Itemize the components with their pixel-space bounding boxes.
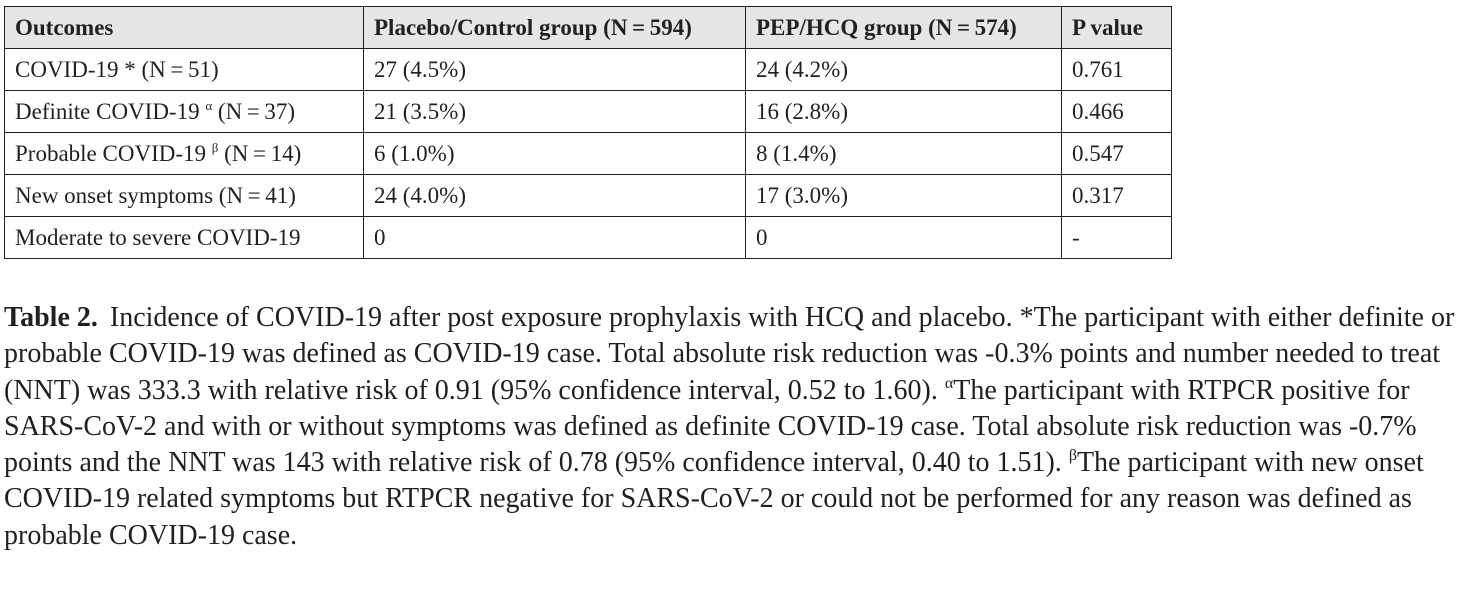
placebo-cell: 21 (3.5%): [363, 90, 746, 133]
footnote-alpha-text: The participant with RTPCR positive for …: [4, 374, 1417, 479]
outcome-label: COVID-19: [15, 57, 119, 82]
pep-cell: 0: [745, 216, 1062, 259]
outcome-label: Probable COVID-19: [15, 141, 206, 166]
p-value-cell: 0.317: [1061, 174, 1172, 217]
p-value-cell: 0.466: [1061, 90, 1172, 133]
table-row: COVID-19 * (N = 51) 27 (4.5%) 24 (4.2%) …: [4, 48, 1172, 91]
p-value-cell: 0.547: [1061, 132, 1172, 175]
header-p-value: P value: [1061, 6, 1172, 49]
pep-cell: 24 (4.2%): [745, 48, 1062, 91]
table-row: Moderate to severe COVID-19 0 0 -: [4, 216, 1172, 259]
footnote-mark: *: [124, 57, 136, 82]
outcomes-table: Outcomes Placebo/Control group (N = 594)…: [4, 6, 1172, 259]
outcome-cell: Probable COVID-19 β (N = 14): [4, 132, 364, 175]
p-value-cell: -: [1061, 216, 1172, 259]
outcome-count: (N = 51): [141, 57, 219, 82]
pep-cell: 16 (2.8%): [745, 90, 1062, 133]
table-caption: Table 2. Incidence of COVID-19 after post…: [4, 300, 1456, 554]
outcome-count: (N = 14): [224, 141, 302, 166]
outcome-count: (N = 37): [217, 99, 296, 124]
footnote-mark: β: [211, 140, 219, 155]
outcome-cell: Moderate to severe COVID-19: [4, 216, 364, 259]
caption-intro: Incidence of COVID-19 after post exposur…: [109, 302, 1013, 333]
footnote-mark-alpha: α: [944, 374, 954, 392]
placebo-cell: 0: [363, 216, 746, 259]
placebo-cell: 24 (4.0%): [363, 174, 746, 217]
table-header-row: Outcomes Placebo/Control group (N = 594)…: [4, 6, 1172, 49]
outcome-label: Definite COVID-19: [15, 99, 200, 124]
header-placebo-group: Placebo/Control group (N = 594): [363, 6, 746, 49]
footnote-beta-text: The participant with new onset COVID-19 …: [4, 447, 1424, 551]
caption-label: Table 2.: [4, 302, 98, 333]
outcome-cell: New onset symptoms (N = 41): [4, 174, 364, 217]
table-row: Definite COVID-19 α (N = 37) 21 (3.5%) 1…: [4, 90, 1172, 133]
footnote-mark-star: *: [1019, 302, 1034, 333]
placebo-cell: 27 (4.5%): [363, 48, 746, 91]
footnote-star-text: The participant with either definite or …: [4, 302, 1455, 406]
placebo-cell: 6 (1.0%): [363, 132, 746, 175]
footnote-mark: α: [205, 98, 213, 113]
table-row: Probable COVID-19 β (N = 14) 6 (1.0%) 8 …: [4, 132, 1172, 175]
header-pep-hcq-group: PEP/HCQ group (N = 574): [745, 6, 1062, 49]
pep-cell: 8 (1.4%): [745, 132, 1062, 175]
p-value-cell: 0.761: [1061, 48, 1172, 91]
footnote-mark-beta: β: [1068, 447, 1077, 465]
table-row: New onset symptoms (N = 41) 24 (4.0%) 17…: [4, 174, 1172, 217]
outcome-cell: Definite COVID-19 α (N = 37): [4, 90, 364, 133]
pep-cell: 17 (3.0%): [745, 174, 1062, 217]
outcome-cell: COVID-19 * (N = 51): [4, 48, 364, 91]
header-outcomes: Outcomes: [4, 6, 364, 49]
